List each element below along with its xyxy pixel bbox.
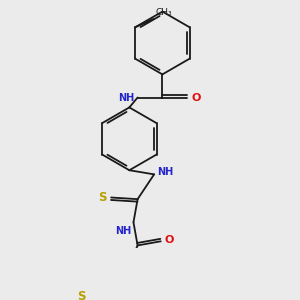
Text: O: O [191, 92, 201, 103]
Text: NH: NH [116, 226, 132, 236]
Text: O: O [164, 235, 173, 244]
Text: S: S [98, 191, 107, 204]
Text: CH₃: CH₃ [155, 8, 172, 17]
Text: NH: NH [118, 92, 134, 103]
Text: NH: NH [158, 167, 174, 177]
Text: S: S [77, 290, 85, 300]
